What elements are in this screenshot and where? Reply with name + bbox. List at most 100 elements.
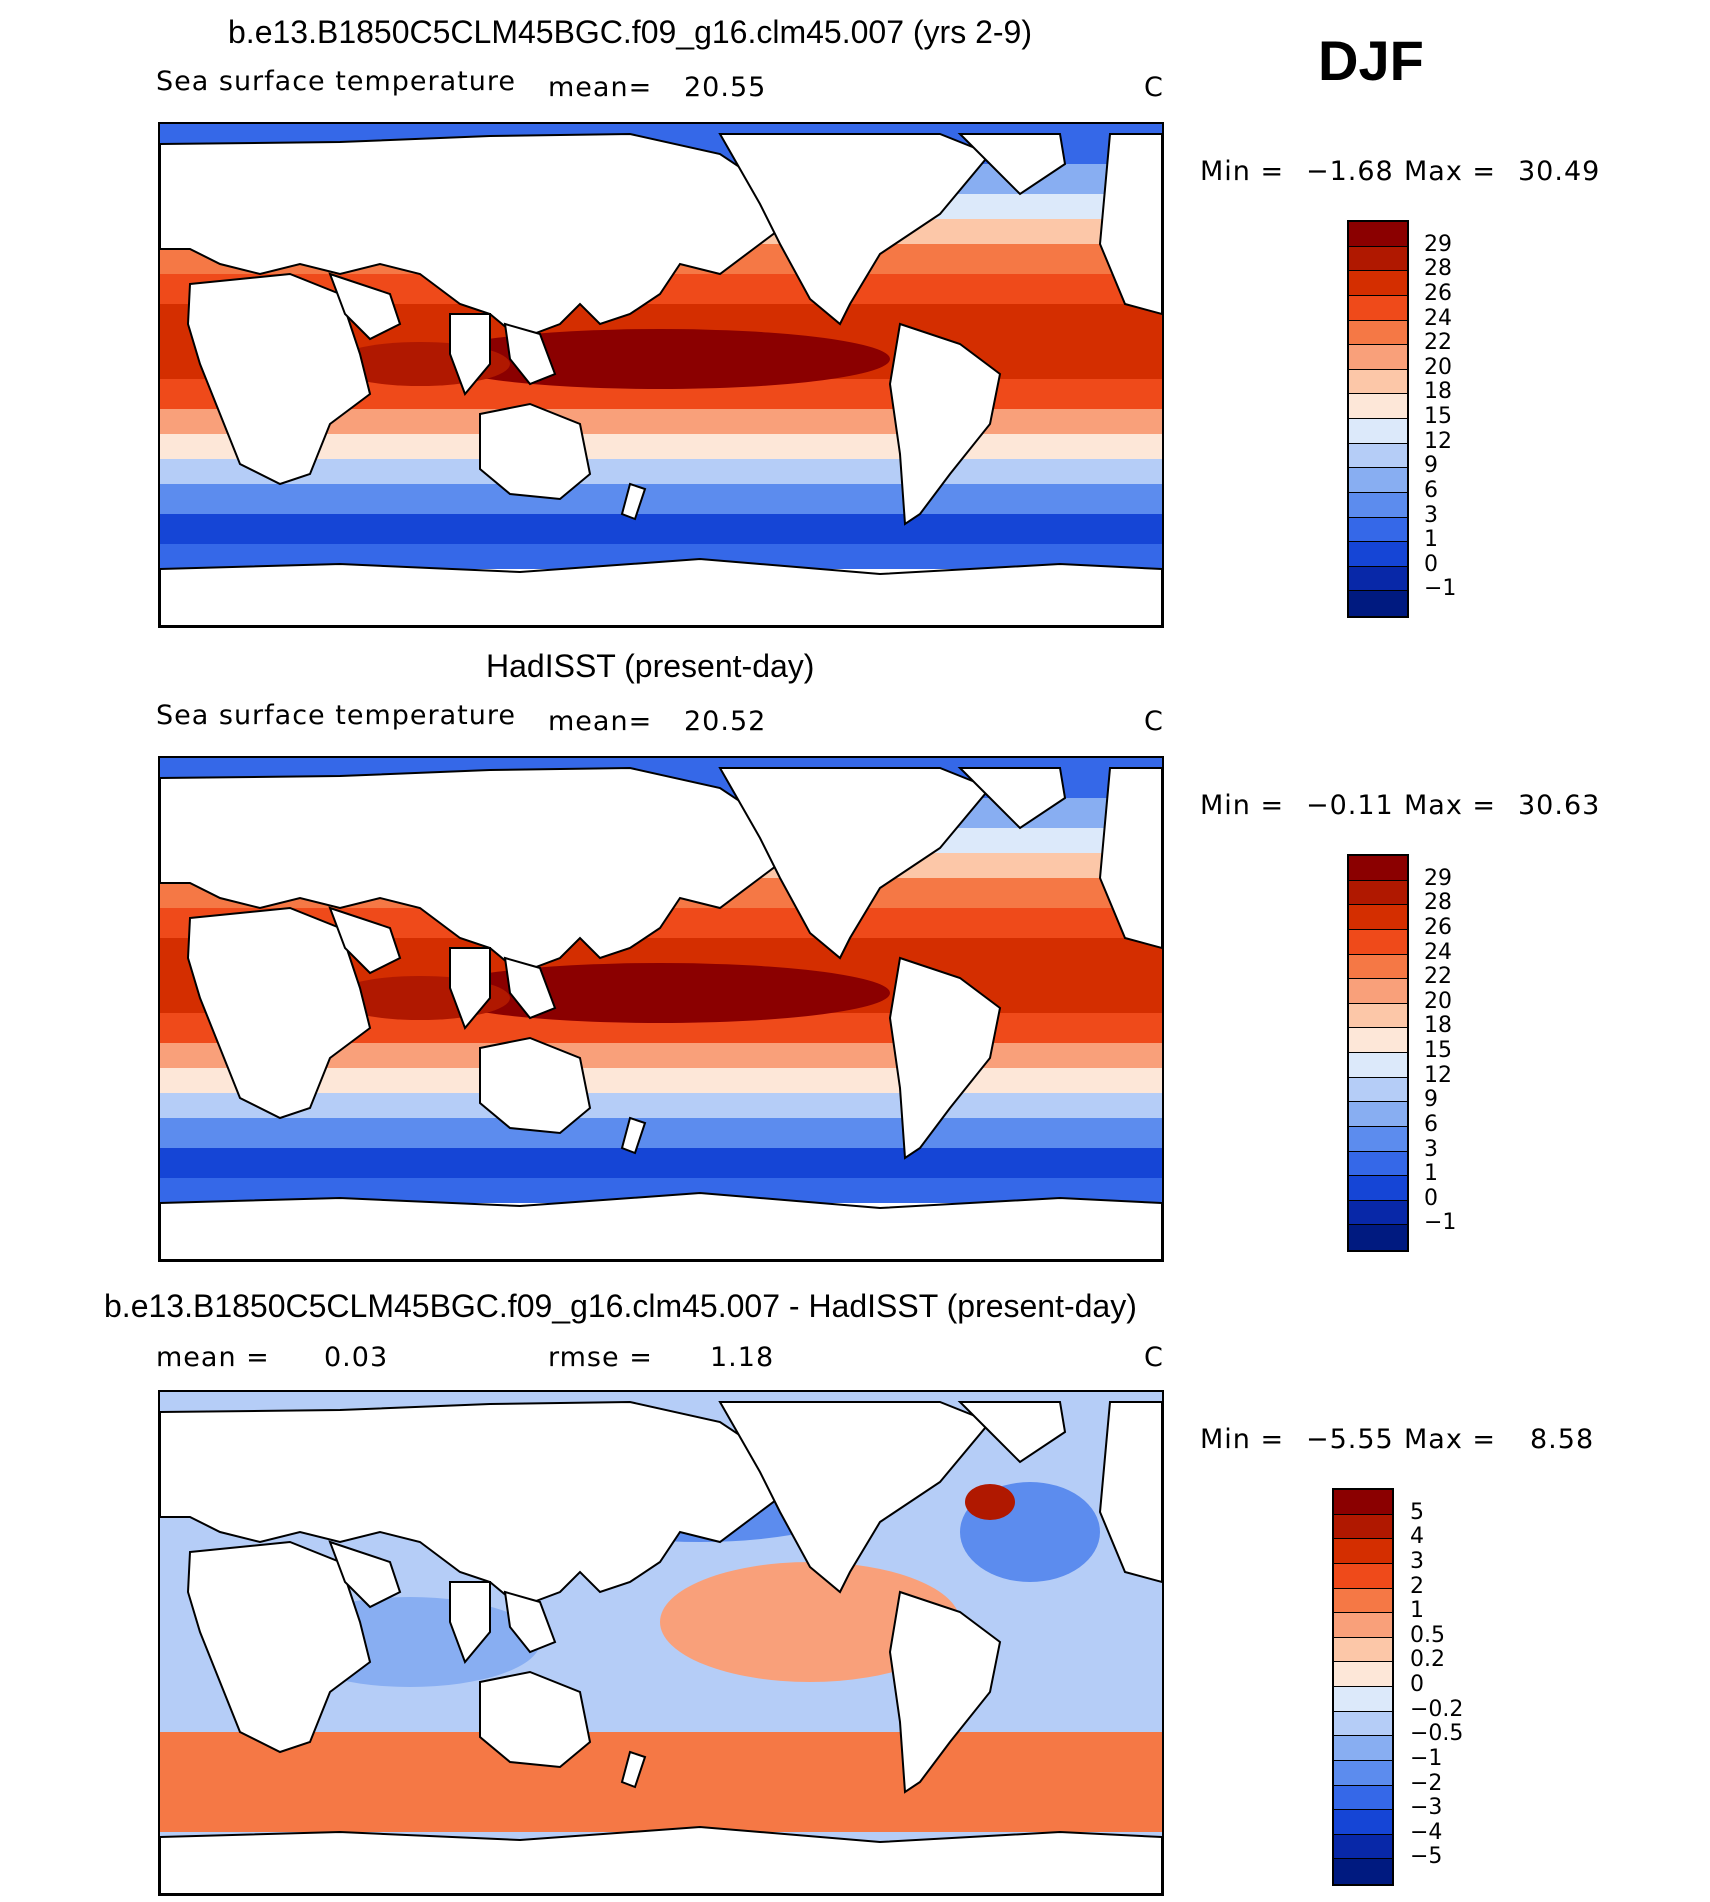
colorbar-label: −0.5 xyxy=(1410,1721,1464,1747)
colorbar-swatch xyxy=(1349,517,1407,543)
colorbar-label: −2 xyxy=(1410,1770,1443,1796)
colorbar-label: 15 xyxy=(1424,1038,1452,1063)
colorbar-label: −3 xyxy=(1410,1795,1443,1821)
panel-2-units: C xyxy=(1144,706,1164,737)
panel-3-colorbar xyxy=(1332,1488,1394,1886)
colorbar-swatch xyxy=(1334,1563,1392,1589)
east-pacific-warm xyxy=(660,1562,960,1682)
colorbar-label: 4 xyxy=(1410,1524,1424,1550)
colorbar-label: 6 xyxy=(1424,1111,1438,1137)
panel-1-min-value: −1.68 xyxy=(1306,156,1394,187)
sst-band xyxy=(160,459,1162,484)
panel-3-min-value: −5.55 xyxy=(1306,1424,1394,1455)
panel-1-min-label: Min = xyxy=(1200,156,1285,187)
colorbar-label: −1 xyxy=(1424,576,1457,602)
sst-band xyxy=(160,434,1162,459)
panel-1-max-value: 30.49 xyxy=(1518,156,1601,187)
colorbar-label: −5 xyxy=(1410,1844,1443,1870)
land-samerica xyxy=(888,956,1002,1160)
colorbar-label: 18 xyxy=(1424,379,1452,405)
colorbar-swatch xyxy=(1349,979,1407,1004)
colorbar-label: 12 xyxy=(1424,1062,1452,1088)
land-india xyxy=(449,947,491,1030)
colorbar-label: 20 xyxy=(1424,988,1452,1014)
season-label: DJF xyxy=(1318,29,1424,92)
colorbar-swatch xyxy=(1349,295,1407,321)
sst-band xyxy=(160,1093,1162,1118)
land-seasia xyxy=(503,956,557,1020)
colorbar-swatch xyxy=(1349,929,1407,955)
colorbar-label: 12 xyxy=(1424,428,1452,454)
land-nzealand xyxy=(620,482,647,521)
colorbar-swatch xyxy=(1334,1687,1392,1712)
colorbar-label: −0.2 xyxy=(1410,1696,1464,1722)
panel-2-title: HadISST (present-day) xyxy=(486,648,815,684)
colorbar-label: 1 xyxy=(1424,527,1438,553)
colorbar-label: 18 xyxy=(1424,1013,1452,1039)
colorbar-label: 2 xyxy=(1410,1573,1424,1599)
land-samerica xyxy=(888,322,1002,526)
panel-2-mean-value: 20.52 xyxy=(684,706,767,737)
colorbar-swatch xyxy=(1334,1588,1392,1614)
panel-3-mean-value: 0.03 xyxy=(324,1342,389,1373)
land-greenland xyxy=(957,767,1067,830)
panel-1-title: b.e13.B1850C5CLM45BGC.f09_g16.clm45.007 … xyxy=(228,14,1032,50)
colorbar-swatch xyxy=(1349,1176,1407,1201)
colorbar-label: 28 xyxy=(1424,890,1452,916)
colorbar-swatch xyxy=(1349,1151,1407,1177)
land-antarctica xyxy=(160,1191,1162,1260)
colorbar-swatch xyxy=(1349,905,1407,930)
colorbar-label: 22 xyxy=(1424,330,1452,356)
colorbar-swatch xyxy=(1334,1859,1392,1884)
colorbar-swatch xyxy=(1334,1834,1392,1860)
panel-1-variable: Sea surface temperature xyxy=(156,66,516,97)
colorbar-swatch xyxy=(1349,345,1407,370)
colorbar-label: 3 xyxy=(1424,1136,1438,1162)
colorbar-swatch xyxy=(1349,1200,1407,1226)
colorbar-swatch xyxy=(1349,856,1407,881)
colorbar-swatch xyxy=(1349,394,1407,419)
land-australia xyxy=(479,1670,592,1769)
colorbar-swatch xyxy=(1349,1053,1407,1078)
panel-2-max-value: 30.63 xyxy=(1518,790,1601,821)
panel-2-variable: Sea surface temperature xyxy=(156,700,516,731)
colorbar-swatch xyxy=(1349,954,1407,980)
land-europe-east xyxy=(1098,1401,1162,1584)
panel-3-mean-label: mean = xyxy=(156,1342,270,1373)
colorbar-swatch xyxy=(1334,1810,1392,1835)
sst-band xyxy=(160,1148,1162,1178)
land-samerica xyxy=(888,1590,1002,1794)
colorbar-label: 6 xyxy=(1424,477,1438,503)
panel-3-max-value: 8.58 xyxy=(1530,1424,1595,1455)
land-europe-east xyxy=(1098,767,1162,950)
panel-1-mean-value: 20.55 xyxy=(684,72,767,103)
colorbar-swatch xyxy=(1349,566,1407,592)
colorbar-label: −1 xyxy=(1410,1745,1443,1771)
colorbar-swatch xyxy=(1334,1711,1392,1737)
sst-band xyxy=(160,1068,1162,1093)
colorbar-label: 0 xyxy=(1424,551,1438,577)
colorbar-swatch xyxy=(1349,1077,1407,1103)
panel-2-min-label: Min = xyxy=(1200,790,1285,821)
colorbar-swatch xyxy=(1349,222,1407,247)
land-seasia xyxy=(503,1590,557,1654)
colorbar-swatch xyxy=(1349,320,1407,346)
panel-3-rmse-label: rmse = xyxy=(548,1342,653,1373)
land-greenland xyxy=(957,133,1067,196)
colorbar-label: 0 xyxy=(1410,1672,1424,1697)
colorbar-swatch xyxy=(1349,1028,1407,1053)
colorbar-label: 3 xyxy=(1410,1548,1424,1574)
colorbar-swatch xyxy=(1349,492,1407,518)
colorbar-label: 26 xyxy=(1424,914,1452,940)
colorbar-label: 1 xyxy=(1410,1598,1424,1624)
land-nzealand xyxy=(620,1116,647,1155)
colorbar-label: 0.2 xyxy=(1410,1647,1445,1673)
land-australia xyxy=(479,1036,592,1135)
land-seasia xyxy=(503,322,557,386)
colorbar-swatch xyxy=(1349,880,1407,906)
colorbar-swatch xyxy=(1349,369,1407,395)
panel-3-title: b.e13.B1850C5CLM45BGC.f09_g16.clm45.007 … xyxy=(104,1288,1137,1324)
colorbar-label: 0.5 xyxy=(1410,1622,1445,1648)
colorbar-label: 28 xyxy=(1424,256,1452,282)
panel-2-colorbar xyxy=(1347,854,1409,1252)
